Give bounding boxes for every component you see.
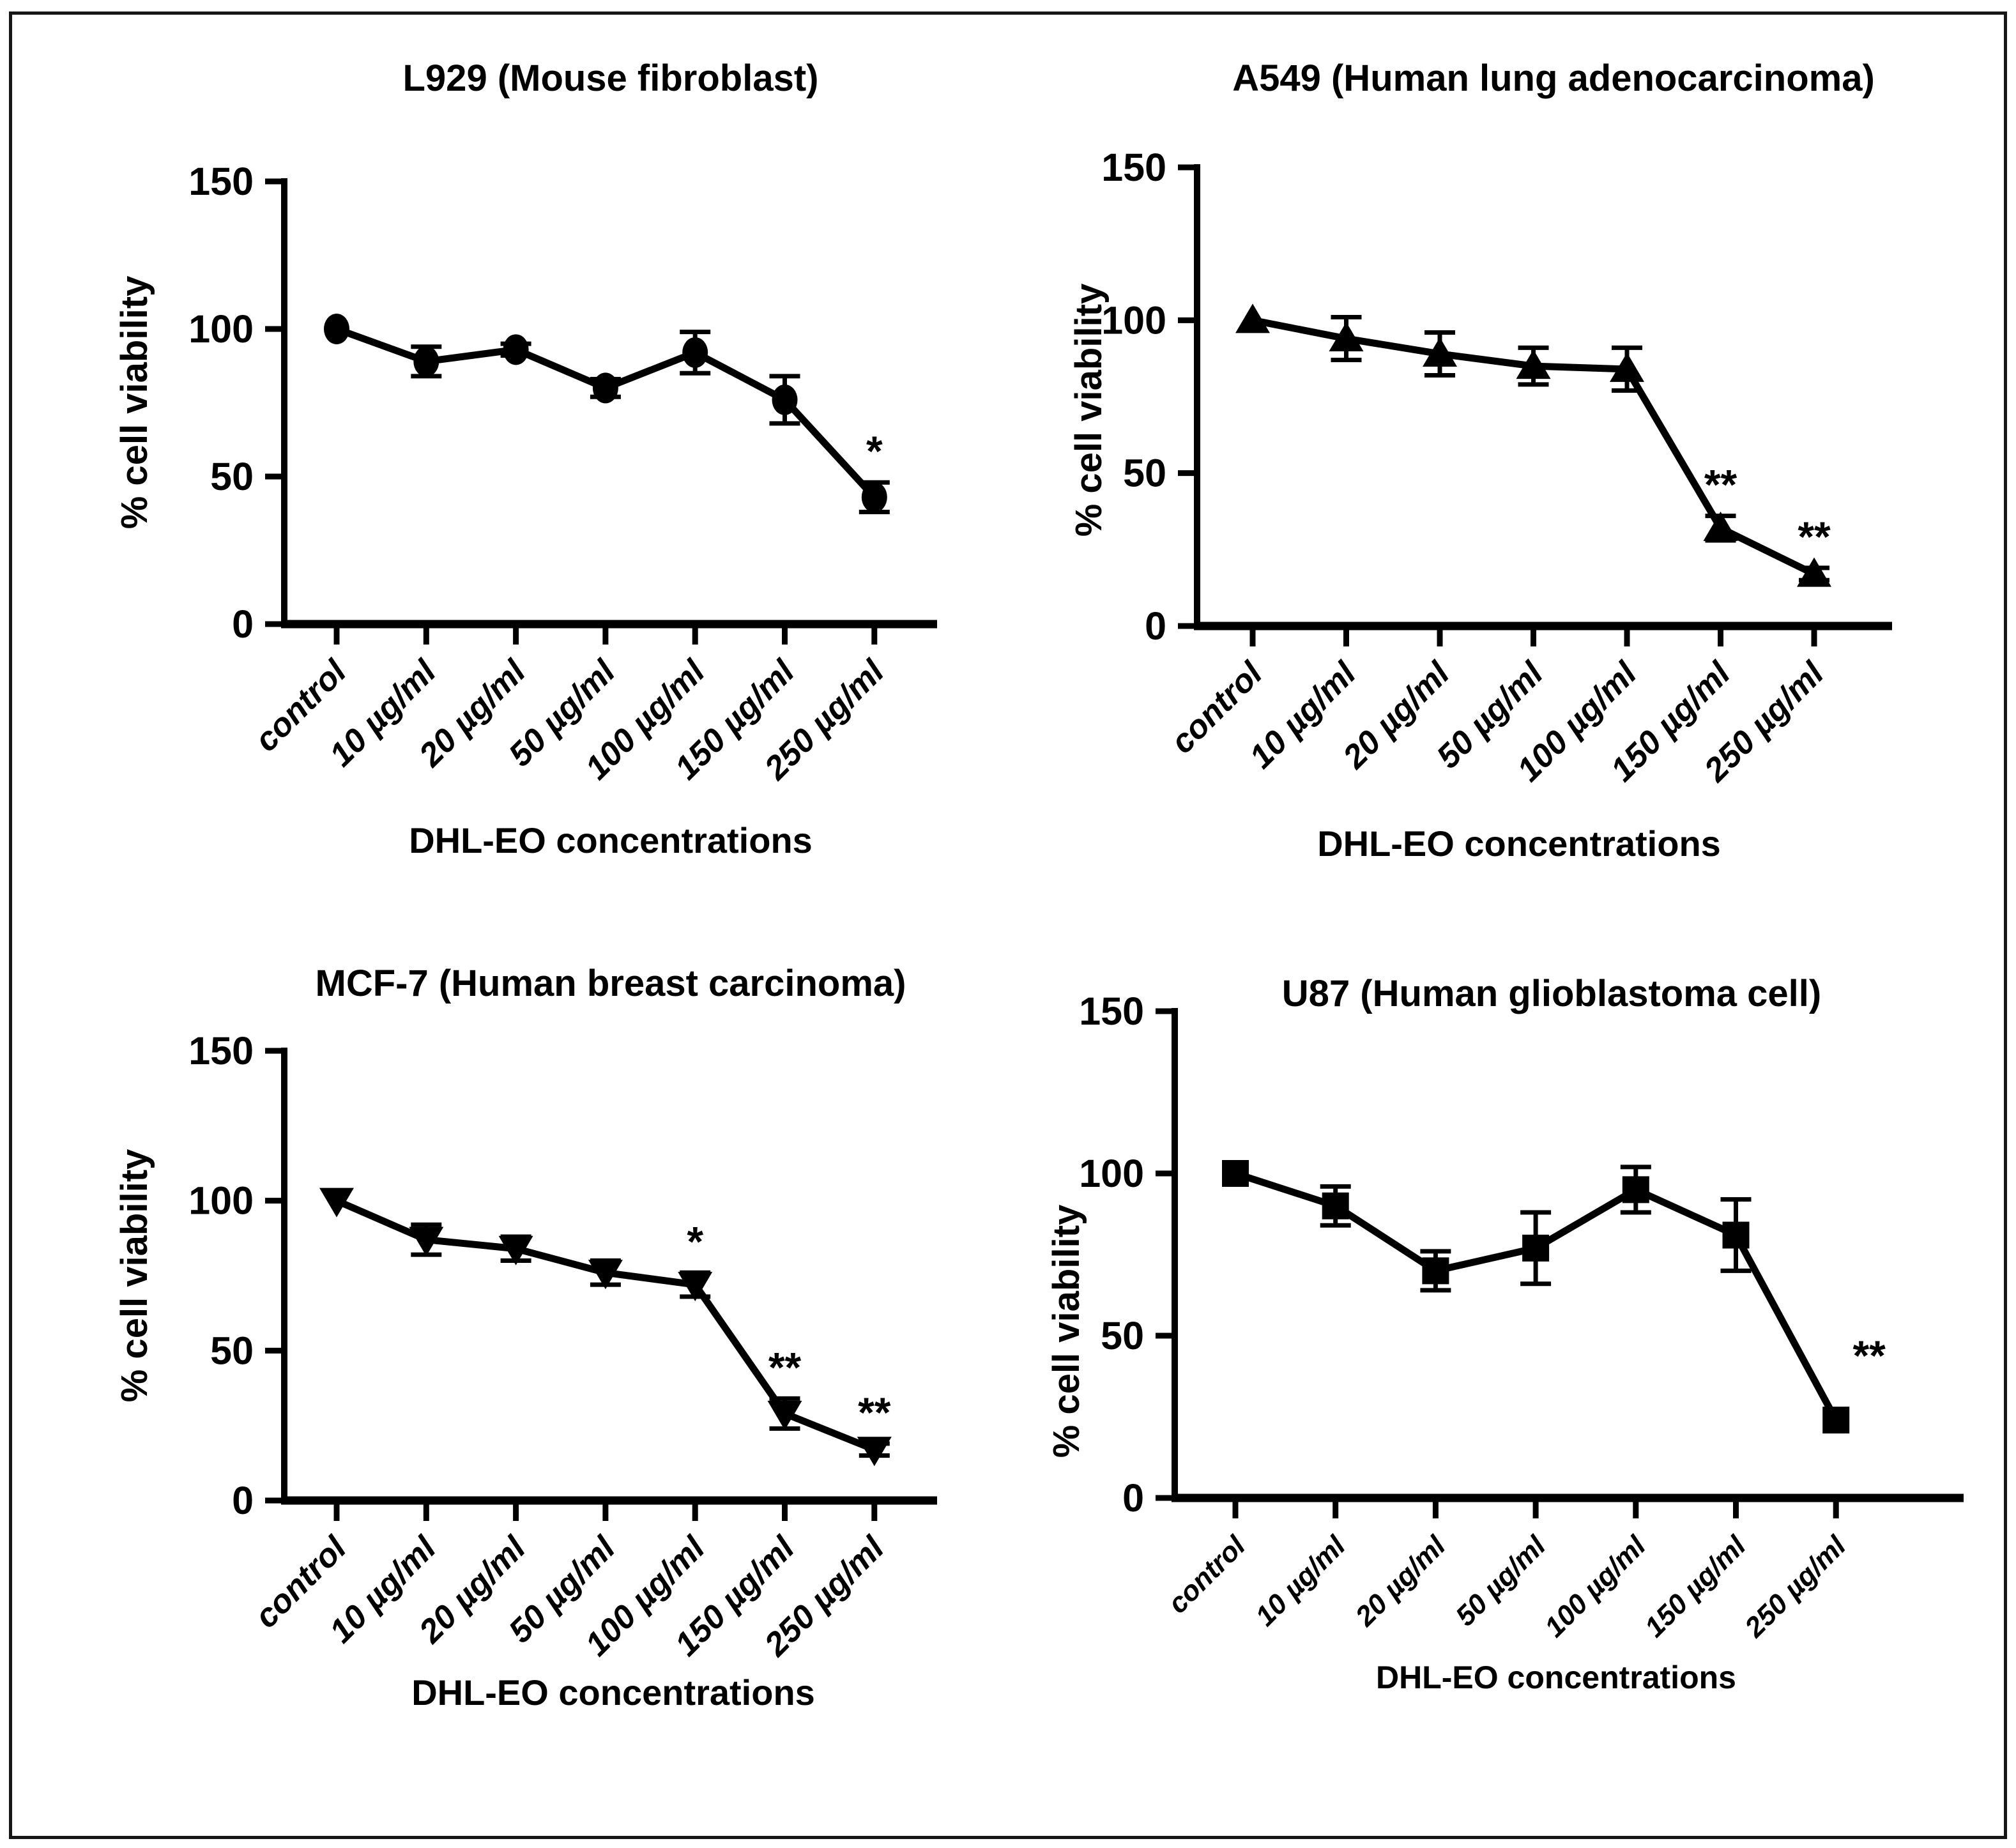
x-tick-label: 10 µg/ml (1249, 1530, 1352, 1632)
y-tick-label: 50 (1123, 452, 1166, 495)
data-point (772, 384, 798, 415)
data-point (1622, 1176, 1649, 1203)
chart-title: A549 (Human lung adenocarcinoma) (1232, 57, 1875, 99)
y-tick-label: 150 (188, 160, 254, 203)
chart-panel-mcf7: 0 50 100 150 control 10 µg/ml 20 µg/ml 50 µg/ml… (10, 924, 1008, 1837)
chart-grid: 0 50 100 150 control 10 µg/ml 20 µg/ml 50 µg/ml… (10, 13, 2006, 1837)
data-point (1222, 1160, 1249, 1187)
x-tick-label: 100 µg/ml (1539, 1530, 1653, 1644)
chart-title: L929 (Mouse fibroblast) (403, 57, 819, 99)
y-tick-label: 100 (1101, 298, 1166, 342)
data-point (1235, 303, 1270, 333)
chart-title: MCF-7 (Human breast carcinoma) (316, 963, 906, 1004)
chart-panel-u87: 0 50 100 150 control 10 µg/ml 20 µg/ml 50 µg/ml… (1008, 924, 2006, 1837)
x-tick-label: 50 µg/ml (1449, 1530, 1552, 1632)
data-point (413, 346, 439, 377)
significance-star: ** (1704, 461, 1737, 508)
y-tick-label: 150 (188, 1029, 254, 1073)
y-tick-label: 50 (210, 455, 254, 498)
x-tick-label: 20 µg/ml (1349, 1530, 1452, 1633)
data-point (503, 334, 529, 365)
x-axis-title: DHL-EO concentrations (1376, 1660, 1736, 1695)
y-tick-label: 50 (210, 1329, 254, 1372)
data-point (592, 372, 618, 404)
data-point (498, 1235, 533, 1265)
figure-border (9, 11, 2007, 1839)
y-tick-label: 0 (232, 1479, 254, 1522)
data-point (1703, 511, 1738, 541)
data-point (1822, 1407, 1850, 1434)
x-tick-label: 150 µg/ml (1638, 1530, 1752, 1644)
significance-star: ** (1798, 513, 1831, 560)
y-tick-label: 100 (188, 1179, 254, 1223)
y-tick-label: 0 (1122, 1476, 1144, 1520)
data-point (324, 314, 349, 344)
data-point (1322, 1192, 1349, 1219)
chart-panel-l929: 0 50 100 150 control 10 µg/ml 20 µg/ml 50 µg/ml… (10, 13, 1008, 924)
data-point (1722, 1221, 1750, 1249)
x-axis-title: DHL-EO concentrations (409, 820, 813, 860)
y-tick-label: 50 (1101, 1314, 1144, 1357)
data-point (682, 337, 708, 368)
y-tick-label: 100 (188, 307, 254, 351)
x-axis-title: DHL-EO concentrations (411, 1672, 815, 1713)
y-tick-label: 0 (232, 602, 254, 646)
significance-star: ** (1853, 1332, 1886, 1379)
y-tick-label: 150 (1079, 989, 1144, 1033)
significance-star: ** (768, 1343, 802, 1391)
data-point (1522, 1234, 1550, 1262)
y-axis-title: % cell viability (114, 1149, 155, 1403)
y-axis-title: % cell viability (1046, 1205, 1087, 1458)
x-axis-title: DHL-EO concentrations (1317, 823, 1721, 864)
significance-star: * (866, 427, 883, 475)
significance-star: * (687, 1218, 703, 1265)
data-point (1516, 349, 1551, 379)
data-point (861, 482, 887, 513)
data-point (409, 1226, 444, 1256)
data-point (1422, 1257, 1449, 1285)
data-point (1797, 557, 1831, 587)
data-point (1423, 337, 1457, 367)
chart-panel-a549: 0 50 100 150 control 10 µg/ml 20 µg/ml 50 µg/ml… (1008, 13, 2006, 924)
data-point (588, 1260, 623, 1290)
y-axis-title: % cell viability (1068, 284, 1110, 537)
y-tick-label: 0 (1145, 604, 1166, 648)
x-tick-label: 250 µg/ml (1738, 1530, 1852, 1644)
y-tick-label: 100 (1079, 1152, 1144, 1195)
y-tick-label: 150 (1101, 146, 1166, 189)
significance-star: ** (858, 1389, 891, 1436)
x-tick-label: control (1162, 1530, 1252, 1620)
data-point (857, 1437, 892, 1467)
data-point (767, 1400, 802, 1430)
data-point (319, 1187, 354, 1218)
data-point (1329, 322, 1364, 352)
data-point (1610, 352, 1644, 382)
chart-title: U87 (Human glioblastoma cell) (1282, 973, 1821, 1014)
data-point (678, 1272, 713, 1302)
y-axis-title: % cell viability (114, 276, 155, 530)
